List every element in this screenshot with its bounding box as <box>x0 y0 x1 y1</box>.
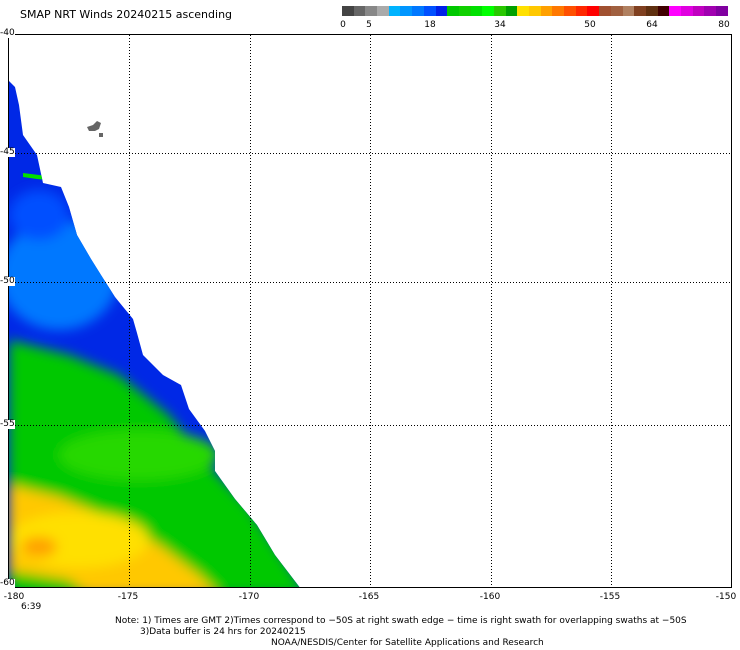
lon-tick-label: -175 <box>117 592 139 602</box>
colorbar-swatch <box>400 6 413 16</box>
colorbar-label: 80 <box>718 20 730 30</box>
colorbar-swatch <box>680 6 693 16</box>
lon-tick-label: -150 <box>715 592 737 602</box>
colorbar-swatch <box>388 6 401 16</box>
colorbar-swatch <box>704 6 716 16</box>
colorbar-swatch <box>493 6 506 16</box>
map-plot-area[interactable] <box>8 34 732 588</box>
colorbar-swatch <box>435 6 448 16</box>
wind-swath-map <box>9 35 731 587</box>
colorbar-swatch <box>342 6 354 16</box>
note-line-1: Note: 1) Times are GMT 2)Times correspon… <box>115 616 687 626</box>
lon-tick-label: -160 <box>479 592 501 602</box>
colorbar-swatch <box>645 6 658 16</box>
lon-tick-label: -155 <box>599 592 621 602</box>
map-title: SMAP NRT Winds 20240215 ascending <box>20 8 233 21</box>
colorbar-label: 0 <box>340 20 346 30</box>
grid-lines <box>9 35 731 587</box>
lat-tick-label: -45 <box>0 147 15 157</box>
lat-tick-label: -50 <box>0 276 15 286</box>
swath-time-label: 6:39 <box>21 602 42 612</box>
colorbar-labels: 0 5 18 34 50 64 80 <box>0 20 740 34</box>
colorbar-swatch <box>529 6 541 16</box>
colorbar-swatch <box>610 6 623 16</box>
lat-tick-label: -40 <box>0 28 15 38</box>
colorbar-swatch <box>552 6 565 16</box>
colorbar-label: 64 <box>646 20 658 30</box>
colorbar-swatch <box>692 6 705 16</box>
colorbar-label: 50 <box>584 20 596 30</box>
colorbar-swatch <box>622 6 635 16</box>
colorbar-swatch <box>517 6 529 16</box>
colorbar-swatch <box>587 6 600 16</box>
island-landmass <box>87 121 103 137</box>
lat-tick-label: -60 <box>0 578 15 588</box>
colorbar-swatch <box>482 6 494 16</box>
lon-tick-label: -180 <box>3 592 25 602</box>
lat-tick-label: -55 <box>0 419 15 429</box>
wind-speed-colorbar <box>342 6 728 16</box>
colorbar-swatch <box>447 6 459 16</box>
colorbar-swatch <box>423 6 436 16</box>
note-line-2: 3)Data buffer is 24 hrs for 20240215 <box>140 627 306 637</box>
colorbar-swatch <box>365 6 378 16</box>
colorbar-swatch <box>377 6 389 16</box>
colorbar-label: 18 <box>424 20 436 30</box>
colorbar-swatch <box>458 6 471 16</box>
colorbar-swatch <box>540 6 553 16</box>
colorbar-swatch <box>470 6 483 16</box>
lon-tick-label: -170 <box>238 592 260 602</box>
credit-line: NOAA/NESDIS/Center for Satellite Applica… <box>271 638 544 648</box>
colorbar-swatch <box>575 6 588 16</box>
colorbar-label: 5 <box>366 20 372 30</box>
colorbar-swatch <box>716 6 728 16</box>
colorbar-swatch <box>657 6 670 16</box>
colorbar-swatch <box>412 6 424 16</box>
colorbar-swatch <box>505 6 518 16</box>
colorbar-swatch <box>599 6 611 16</box>
colorbar-swatch <box>669 6 681 16</box>
colorbar-swatch <box>353 6 366 16</box>
colorbar-swatch <box>634 6 646 16</box>
colorbar-swatch <box>564 6 576 16</box>
colorbar-label: 34 <box>494 20 506 30</box>
lon-tick-label: -165 <box>358 592 380 602</box>
